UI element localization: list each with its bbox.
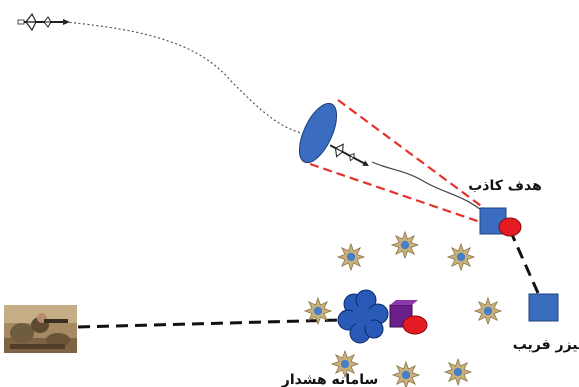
- warning-cloud-icon: [337, 289, 389, 344]
- missile-icon: [17, 12, 70, 32]
- decoy-target-label: هدف کاذب: [468, 178, 542, 194]
- soldier-photo-icon: [4, 305, 77, 353]
- star-burst-core: [456, 252, 466, 262]
- lens-ellipse-icon: [298, 102, 338, 164]
- laser-beam-line: [508, 229, 544, 303]
- star-burst-core: [346, 252, 356, 262]
- warning-red-spot-icon: [402, 315, 428, 335]
- warning-link-line: [77, 318, 341, 329]
- star-burst-core: [313, 306, 323, 316]
- warning-purple-box-top: [390, 300, 418, 305]
- star-burst-core: [400, 240, 410, 250]
- warning-system-label: سامانه هشدار: [281, 372, 378, 387]
- star-burst-core: [340, 359, 350, 369]
- laser-spot-icon: [498, 217, 522, 237]
- missile-terminal-path: [371, 161, 493, 221]
- star-burst-core: [401, 370, 411, 380]
- cone-lower-line: [309, 162, 493, 228]
- flare-group: [303, 230, 503, 387]
- missile-icon: [329, 143, 370, 166]
- missile-flight-path: [64, 21, 311, 136]
- star-burst-core: [483, 306, 493, 316]
- cone-upper-line: [337, 99, 493, 215]
- star-burst-core: [453, 367, 463, 377]
- deceptive-laser-label: لیزر فریب: [513, 337, 579, 353]
- laser-emitter-icon: [528, 293, 559, 322]
